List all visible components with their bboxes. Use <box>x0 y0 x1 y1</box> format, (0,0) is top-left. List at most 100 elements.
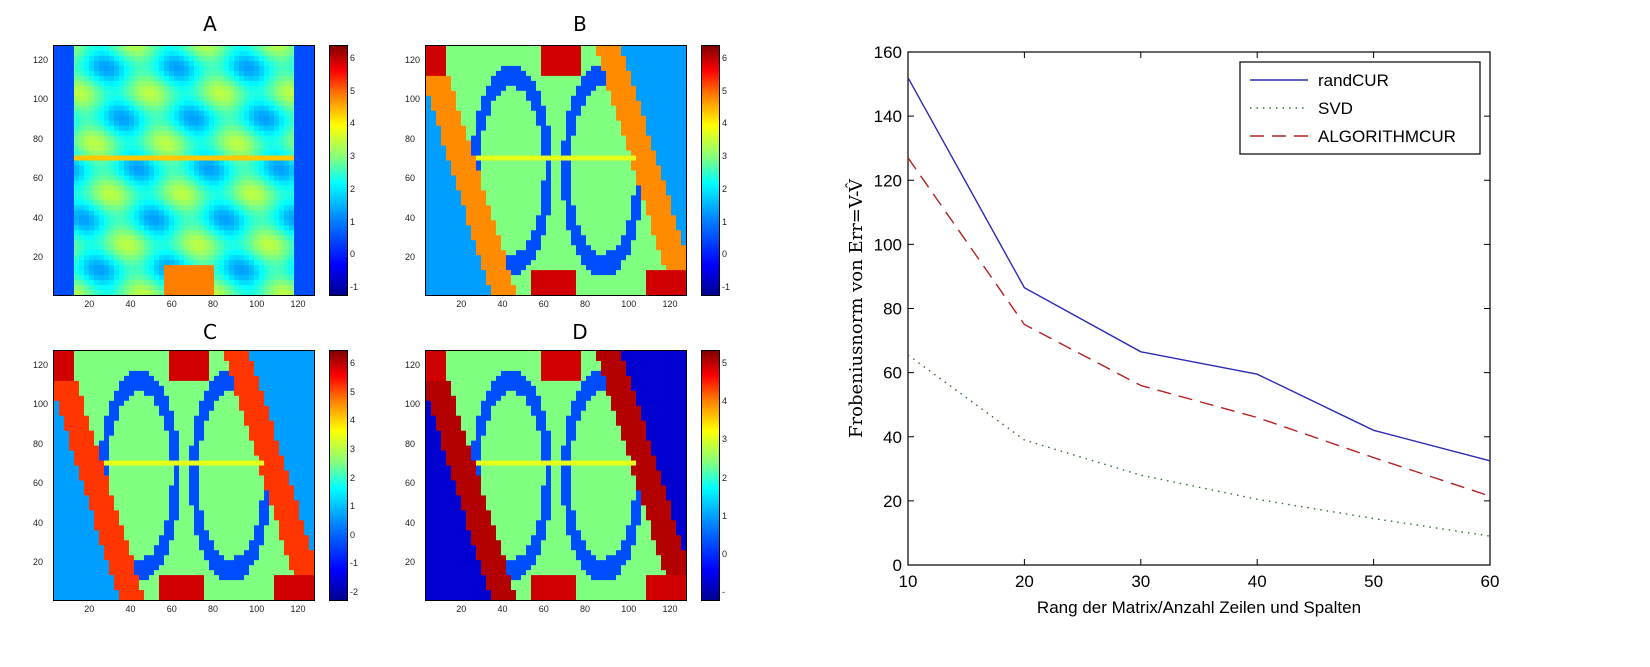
heatmap-cell <box>656 100 662 107</box>
heatmap-cell <box>476 270 482 276</box>
heatmap-cell <box>476 290 482 295</box>
heatmap-cell <box>486 205 492 211</box>
heatmap-cell <box>651 70 657 77</box>
heatmap-cell <box>169 150 175 157</box>
heatmap-cell <box>184 240 190 246</box>
heatmap-cell <box>646 145 652 152</box>
heatmap-cell <box>229 250 235 256</box>
heatmap-cell <box>556 65 562 72</box>
heatmap-cell <box>606 115 612 122</box>
heatmap-cell <box>189 50 195 57</box>
heatmap-cell <box>154 235 160 241</box>
heatmap-cell <box>219 145 225 152</box>
heatmap-cell <box>89 245 95 251</box>
heatmap-cell <box>606 60 612 67</box>
heatmap-cell <box>199 235 205 241</box>
heatmap-cell <box>199 175 205 181</box>
heatmap-cell <box>556 155 562 162</box>
heatmap-cell <box>54 215 60 221</box>
heatmap-cell <box>641 285 647 291</box>
heatmap-cell <box>194 220 200 226</box>
heatmap-cell <box>269 105 275 112</box>
heatmap-cell <box>536 270 542 276</box>
heatmap-cell <box>309 105 314 112</box>
heatmap-cell <box>219 240 225 246</box>
heatmap-cell <box>606 210 612 216</box>
heatmap-cell <box>481 240 487 246</box>
heatmap-cell <box>511 46 517 52</box>
heatmap-cell <box>576 175 582 181</box>
heatmap-cell <box>179 85 185 92</box>
heatmap-cell <box>204 180 210 186</box>
heatmap-cell <box>284 155 290 162</box>
heatmap-cell <box>446 185 452 191</box>
heatmap-cell <box>164 200 170 206</box>
heatmap-cell <box>571 175 577 181</box>
heatmap-cell <box>84 120 90 127</box>
heatmap-cell <box>99 195 105 201</box>
heatmap-cell <box>84 235 90 241</box>
heatmap-cell <box>279 60 285 67</box>
heatmap-cell <box>561 230 567 236</box>
heatmap-cell <box>109 80 115 87</box>
heatmap-cell <box>571 275 577 281</box>
heatmap-cell <box>656 220 662 226</box>
heatmap-cell <box>229 280 235 286</box>
heatmap-cell <box>219 140 225 147</box>
heatmap-cell <box>224 85 230 92</box>
heatmap-cell <box>456 130 462 137</box>
heatmap-cell <box>59 265 65 271</box>
heatmap-cell <box>209 130 215 137</box>
heatmap-cell <box>511 60 517 67</box>
heatmap-cell <box>541 75 547 82</box>
heatmap-cell <box>204 75 210 82</box>
heatmap-cell <box>491 280 497 286</box>
heatmap-cell <box>451 210 457 216</box>
heatmap-cell <box>104 250 110 256</box>
heatmap-cell <box>461 140 467 147</box>
heatmap-cell <box>516 165 522 171</box>
heatmap-cell <box>54 90 60 97</box>
heatmap-cell <box>104 160 110 167</box>
heatmap-cell <box>561 120 567 127</box>
heatmap-cell <box>566 220 572 226</box>
heatmap-cell <box>224 265 230 271</box>
heatmap-cell <box>89 125 95 132</box>
heatmap-cell <box>199 225 205 231</box>
heatmap-cell <box>456 205 462 211</box>
heatmap-cell <box>254 225 260 231</box>
heatmap-cell <box>209 85 215 92</box>
heatmap-cell <box>134 95 140 102</box>
heatmap-cell <box>446 220 452 226</box>
heatmap-cell <box>224 225 230 231</box>
heatmap-cell <box>481 185 487 191</box>
heatmap-cell <box>279 50 285 57</box>
heatmap-cell <box>516 225 522 231</box>
heatmap-cell <box>274 50 280 57</box>
heatmap-cell <box>139 70 145 77</box>
heatmap-cell <box>486 195 492 201</box>
heatmap-cell <box>436 80 442 87</box>
heatmap-cell <box>611 275 617 281</box>
heatmap-cell <box>94 180 100 186</box>
heatmap-cell <box>64 145 70 152</box>
heatmap-cell <box>541 235 547 241</box>
heatmap-cell <box>309 125 314 132</box>
heatmap-cell <box>229 55 235 62</box>
heatmap-cell <box>521 190 527 196</box>
heatmap-cell <box>656 125 662 132</box>
heatmap-cell <box>456 245 462 251</box>
heatmap-cell <box>99 105 105 112</box>
heatmap-cell <box>501 50 507 57</box>
heatmap-cell <box>64 275 70 281</box>
heatmap-cell <box>69 210 75 216</box>
heatmap-cell <box>606 170 612 176</box>
heatmap-cell <box>69 50 75 57</box>
heatmap-cell <box>496 170 502 176</box>
heatmap-cell <box>546 260 552 266</box>
heatmap-cell <box>466 270 472 276</box>
heatmap-cell <box>109 90 115 97</box>
heatmap-cell <box>601 180 607 186</box>
heatmap-cell <box>134 115 140 122</box>
heatmap-cell <box>626 225 632 231</box>
